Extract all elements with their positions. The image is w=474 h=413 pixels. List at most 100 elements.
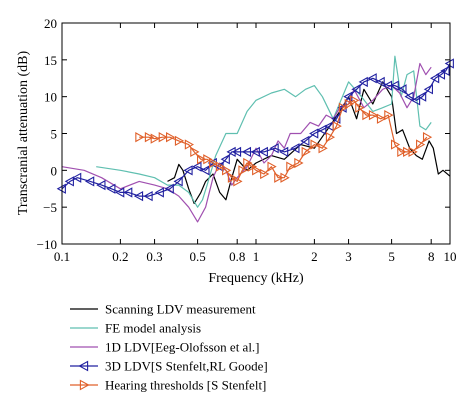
data-point — [310, 139, 320, 150]
data-point — [389, 80, 399, 91]
x-tick-label: 0.2 — [112, 249, 128, 264]
legend-item: Hearing thresholds [S Stenfelt] — [70, 378, 266, 393]
data-point — [390, 139, 401, 150]
x-tick-label: 2 — [311, 249, 318, 264]
data-point — [158, 132, 168, 143]
x-tick-label: 0.8 — [229, 249, 245, 264]
series-line — [167, 81, 451, 205]
data-point — [269, 143, 279, 154]
data-point — [133, 190, 144, 202]
data-point — [183, 165, 193, 176]
legend-label: FE model analysis — [105, 321, 201, 336]
series-line — [61, 62, 432, 223]
data-point — [200, 165, 210, 176]
data-point — [350, 95, 360, 106]
data-point — [243, 157, 253, 169]
data-point — [203, 154, 213, 165]
data-point — [196, 154, 207, 165]
y-axis-title: Transcranial attenuation (dB) — [16, 51, 31, 216]
data-point — [215, 161, 226, 172]
data-point — [375, 76, 385, 88]
y-tick-label: 15 — [44, 53, 57, 68]
legend-marker — [78, 360, 89, 372]
series-4 — [135, 95, 433, 187]
data-point — [408, 146, 418, 158]
data-point — [416, 139, 426, 150]
data-point — [410, 95, 421, 106]
legend-item: FE model analysis — [70, 321, 201, 336]
data-point — [331, 113, 341, 124]
data-point — [397, 146, 407, 158]
x-tick-label: 5 — [388, 249, 395, 264]
x-tick-label: 10 — [444, 249, 457, 264]
data-point — [226, 146, 236, 158]
x-tick-label: 3 — [345, 249, 352, 264]
data-point — [144, 132, 155, 143]
plot-frame — [61, 22, 451, 245]
data-point — [241, 146, 252, 158]
data-point — [238, 165, 248, 176]
legend-item: 1D LDV[Eeg-Olofsson et al.] — [70, 340, 260, 355]
y-tick-label: 5 — [51, 127, 58, 142]
data-point — [184, 139, 195, 150]
legend-item: Scanning LDV measurement — [70, 302, 256, 317]
data-point — [423, 84, 433, 95]
data-point — [209, 157, 219, 169]
data-point — [274, 172, 284, 183]
data-point — [325, 132, 336, 143]
ticks-layer: 0.1 0.2 0.3 0.5 0.8 1 2 3 5 8 10 −10 −5 0 5 10 15 20 — [37, 16, 457, 264]
data-point — [222, 165, 232, 176]
legend-label: 3D LDV[S Stenfelt,RL Goode] — [105, 359, 268, 374]
data-point — [422, 132, 433, 143]
legend: Scanning LDV measurement FE model analysi… — [70, 302, 268, 393]
data-point — [64, 176, 74, 187]
data-point — [397, 84, 407, 95]
data-point — [286, 161, 296, 172]
data-point — [260, 168, 270, 180]
data-point — [233, 176, 243, 187]
data-point — [150, 133, 160, 144]
data-point — [362, 109, 372, 121]
data-point — [367, 73, 377, 84]
x-tick-label: 0.1 — [54, 249, 70, 264]
data-point — [403, 146, 413, 158]
series-layer — [56, 55, 454, 223]
series-3 — [56, 58, 454, 202]
legend-marker — [79, 379, 90, 391]
data-point — [85, 176, 95, 187]
data-point — [344, 98, 354, 110]
data-point — [106, 183, 116, 194]
data-point — [135, 132, 145, 143]
y-tick-label: 20 — [44, 16, 57, 31]
data-point — [404, 91, 414, 102]
data-point — [166, 132, 176, 143]
data-point — [252, 165, 262, 176]
data-point — [309, 128, 319, 139]
y-tick-label: −10 — [37, 237, 57, 252]
data-point — [338, 102, 349, 113]
x-axis-title: Frequency (kHz) — [208, 271, 304, 286]
legend-label: 1D LDV[Eeg-Olofsson et al.] — [105, 340, 260, 355]
data-point — [429, 73, 440, 84]
y-tick-label: 10 — [44, 90, 57, 105]
data-point — [267, 161, 277, 172]
x-tick-label: 1 — [253, 249, 260, 264]
data-point — [294, 157, 304, 169]
data-point — [300, 135, 310, 147]
data-point — [173, 176, 183, 187]
data-point — [174, 135, 185, 147]
series-1 — [96, 55, 432, 208]
series-2 — [61, 62, 432, 223]
data-point — [123, 187, 133, 198]
data-point — [301, 146, 311, 158]
legend-label: Scanning LDV measurement — [105, 302, 256, 317]
data-point — [143, 190, 153, 202]
data-point — [435, 69, 446, 80]
series-line — [96, 55, 432, 208]
data-point — [231, 146, 242, 158]
legend-item: 3D LDV[S Stenfelt,RL Goode] — [70, 359, 268, 374]
data-point — [279, 146, 289, 158]
data-point — [280, 172, 290, 183]
x-tick-label: 0.5 — [189, 249, 205, 264]
